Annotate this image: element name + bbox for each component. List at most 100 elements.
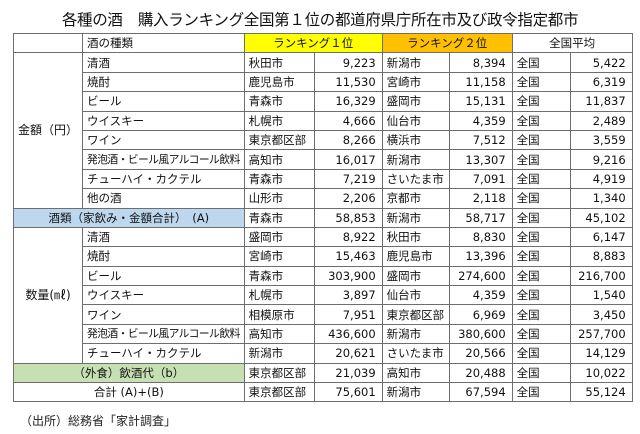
national-label: 全国: [511, 285, 571, 306]
national-value: 1,340: [569, 188, 633, 209]
rank1-city: 東京都区部: [243, 382, 315, 403]
liquor-type: 発泡酒・ビール風アルコール飲料: [82, 323, 245, 345]
national-value: 45,102: [569, 207, 633, 228]
national-label: 全国: [511, 343, 571, 364]
rank2-city: 新潟市: [381, 323, 450, 345]
table-row: 焼酎 鹿児島市 11,530 宮崎市 11,158 全国 6,319: [14, 71, 633, 93]
liquor-type: ウイスキー: [82, 285, 245, 306]
table-row: ワイン 相模原市 7,951 東京都区部 6,969 全国 3,450: [14, 304, 633, 325]
rank2-city: 盛岡市: [381, 91, 450, 112]
national-label: 全国: [511, 168, 571, 190]
dining-row-label: （外食）飲酒代（b）: [13, 362, 245, 384]
national-value: 4,919: [569, 168, 633, 190]
rank1-value: 8,266: [313, 129, 383, 151]
national-value: 6,319: [569, 71, 633, 93]
national-label: 全国: [511, 91, 571, 112]
national-label: 全国: [511, 188, 571, 209]
liquor-type: 清酒: [82, 226, 245, 248]
rank1-value: 2,206: [313, 188, 383, 209]
national-value: 2,489: [569, 110, 633, 131]
page-title: 各種の酒 購入ランキング全国第１位の都道府県庁所在市及び政令指定都市: [61, 11, 579, 29]
national-value: 9,216: [569, 149, 633, 170]
rank2-city: 宮崎市: [381, 71, 450, 93]
rank2-value: 13,307: [448, 149, 513, 170]
table-row: 他の酒 山形市 2,206 京都市 2,118 全国 1,340: [14, 188, 633, 209]
national-label: 全国: [511, 304, 571, 325]
rank2-value: 58,717: [448, 207, 513, 228]
rank1-value: 16,017: [313, 149, 383, 170]
header-rank2: ランキング２位: [381, 32, 513, 54]
header-type: 酒の種類: [82, 32, 245, 54]
rank2-value: 380,600: [448, 323, 513, 345]
table-row: 金額（円） 清酒 秋田市 9,223 新潟市 8,394 全国 5,422: [12, 52, 633, 209]
source-note: （出所）総務省「家計調査」: [20, 414, 177, 428]
rank1-city: 鹿児島市: [243, 71, 315, 93]
rank1-city: 高知市: [243, 149, 315, 170]
national-label: 全国: [511, 110, 571, 131]
national-label: 全国: [511, 149, 571, 170]
national-label: 全国: [511, 265, 571, 287]
table-row: 焼酎 宮崎市 15,463 鹿児島市 13,396 全国 8,883: [14, 246, 633, 267]
national-value: 5,422: [569, 52, 633, 73]
table-row: 発泡酒・ビール風アルコール飲料 高知市 16,017 新潟市 13,307 全国 9,216: [14, 149, 633, 170]
national-value: 14,129: [569, 343, 633, 364]
national-label: 全国: [511, 382, 571, 403]
liquor-type: チューハイ・カクテル: [82, 168, 245, 190]
rank2-city: 新潟市: [381, 382, 450, 403]
rank2-value: 7,512: [448, 129, 513, 151]
rank2-value: 6,969: [448, 304, 513, 325]
rank1-city: 青森市: [243, 207, 315, 228]
rank1-city: 青森市: [243, 168, 315, 190]
table-row: ビール 青森市 16,329 盛岡市 15,131 全国 11,837: [14, 91, 633, 112]
rank2-city: 横浜市: [381, 129, 450, 151]
rank2-city: 仙台市: [381, 285, 450, 306]
rank2-city: さいたま市: [381, 168, 450, 190]
rank2-city: 新潟市: [381, 52, 450, 73]
rank1-value: 436,600: [313, 323, 383, 345]
dining-row: （外食）飲酒代（b） 東京都区部 21,039 高知市 20,488 全国 10,022: [13, 362, 633, 384]
rank2-value: 67,594: [448, 382, 513, 403]
rank2-city: 鹿児島市: [381, 246, 450, 267]
total-row-label: 合計 (A)+(B): [13, 382, 245, 403]
table-row: 発泡酒・ビール風アルコール飲料 高知市 436,600 新潟市 380,600 全国 257…: [14, 323, 633, 345]
national-label: 全国: [511, 226, 571, 248]
rank1-value: 303,900: [313, 265, 383, 287]
national-label: 全国: [511, 362, 571, 384]
national-label: 全国: [511, 323, 571, 345]
table-row: ウイスキー 札幌市 4,666 仙台市 4,359 全国 2,489: [14, 110, 633, 131]
liquor-type: ウイスキー: [82, 110, 245, 131]
national-value: 257,700: [569, 323, 633, 345]
liquor-type: ビール: [82, 91, 245, 112]
rank2-city: 仙台市: [381, 110, 450, 131]
national-value: 3,559: [569, 129, 633, 151]
rank1-value: 15,463: [313, 246, 383, 267]
rank2-city: 新潟市: [381, 207, 450, 228]
rank1-value: 7,951: [313, 304, 383, 325]
liquor-type: ワイン: [82, 304, 245, 325]
rank2-value: 4,359: [448, 110, 513, 131]
rank2-city: 東京都区部: [381, 304, 450, 325]
table-row: チューハイ・カクテル 新潟市 20,621 さいたま市 20,566 全国 14,129: [14, 343, 633, 364]
national-value: 216,700: [569, 265, 633, 287]
rank1-value: 3,897: [313, 285, 383, 306]
rank2-value: 274,600: [448, 265, 513, 287]
rank1-value: 7,219: [313, 168, 383, 190]
rank2-city: 京都市: [381, 188, 450, 209]
rank1-city: 青森市: [243, 91, 315, 112]
rank2-value: 20,488: [448, 362, 513, 384]
rank2-city: さいたま市: [381, 343, 450, 364]
rank2-city: 高知市: [381, 362, 450, 384]
national-value: 55,124: [569, 382, 633, 403]
subtotal-row: 酒類（家飲み・金額合計） (A) 青森市 58,853 新潟市 58,717 全国 45,1…: [13, 207, 633, 228]
rank1-value: 75,601: [313, 382, 383, 403]
rank1-value: 16,329: [313, 91, 383, 112]
national-label: 全国: [511, 129, 571, 151]
rank2-value: 2,118: [448, 188, 513, 209]
rank1-value: 8,922: [313, 226, 383, 248]
rank1-value: 20,621: [313, 343, 383, 364]
subtotal-row-label: 酒類（家飲み・金額合計） (A): [13, 207, 245, 228]
rank2-value: 13,396: [448, 246, 513, 267]
rank1-city: 山形市: [243, 188, 315, 209]
liquor-type: 焼酎: [82, 71, 245, 93]
header-row: 酒の種類 ランキング１位 ランキング２位 全国平均: [12, 32, 633, 54]
